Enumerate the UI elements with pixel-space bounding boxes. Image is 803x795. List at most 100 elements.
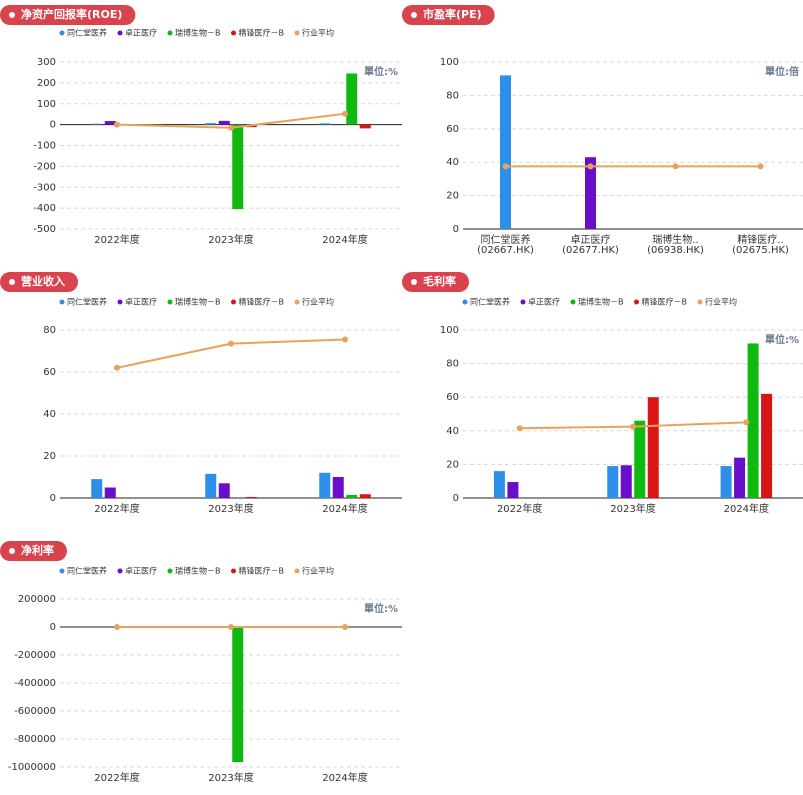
legend-marker [294, 299, 300, 305]
y-tick-label: 60 [446, 124, 459, 135]
legend-label: 瑞博生物－B [175, 566, 221, 576]
legend-marker [634, 299, 639, 305]
bar [359, 494, 371, 498]
x-tick-label: 2024年度 [322, 233, 367, 246]
legend-marker [59, 568, 65, 574]
y-tick-label: 20 [446, 459, 459, 470]
bar [359, 124, 371, 129]
title-pill [402, 5, 495, 25]
bar [91, 479, 103, 498]
x-tick-code: (02675.HK) [732, 245, 789, 256]
y-tick-label: 40 [446, 426, 459, 437]
legend-marker [697, 299, 703, 305]
legend-marker [294, 568, 300, 574]
bar [761, 393, 773, 498]
title-dot [9, 12, 15, 18]
chart-title: 净资产回报率(ROE) [21, 7, 122, 21]
average-point [502, 163, 509, 170]
legend-label: 精锋医疗－B [239, 28, 285, 38]
bar [493, 471, 505, 498]
chart-title: 市盈率(PE) [423, 7, 482, 21]
legend-marker [59, 30, 65, 36]
average-point [228, 340, 234, 347]
unit-label: 單位:% [765, 333, 799, 346]
y-tick-label: 100 [37, 99, 56, 110]
y-tick-label: -400 [33, 203, 56, 214]
y-tick-label: 20 [446, 191, 459, 202]
legend-marker [231, 30, 236, 36]
y-tick-label: 60 [43, 367, 56, 378]
legend-label: 瑞博生物－B [578, 297, 624, 307]
average-point [587, 163, 594, 170]
legend-label: 精锋医疗－B [239, 297, 285, 307]
average-point [342, 624, 348, 630]
legend-marker [231, 299, 236, 305]
title-dot [9, 279, 15, 285]
bar [91, 123, 103, 125]
y-tick-label: -100 [33, 141, 56, 152]
legend-marker [167, 568, 173, 574]
bar [634, 420, 646, 498]
bar [332, 477, 344, 498]
legend-marker [570, 299, 576, 305]
title-dot [411, 279, 417, 285]
y-tick-label: 0 [453, 224, 459, 235]
chart-title: 净利率 [21, 543, 54, 557]
average-point [114, 624, 120, 630]
legend-marker [231, 568, 236, 574]
legend-marker [117, 30, 123, 36]
legend-marker [167, 299, 173, 305]
average-point [672, 163, 679, 170]
legend-label: 精锋医疗－B [642, 297, 688, 307]
x-tick-label: 2024年度 [322, 502, 367, 515]
y-tick-label: -200000 [14, 650, 56, 661]
average-point [228, 624, 234, 630]
y-tick-label: 80 [446, 359, 459, 370]
y-tick-label: 0 [50, 622, 56, 633]
legend-label: 行业平均 [302, 297, 334, 307]
bar [607, 466, 619, 498]
bar [747, 343, 759, 498]
legend-marker [117, 299, 123, 305]
bar [620, 465, 632, 498]
bar [647, 397, 659, 498]
legend-marker [59, 299, 65, 305]
average-point [516, 425, 523, 432]
y-tick-label: -500 [33, 224, 56, 235]
y-tick-label: 100 [440, 325, 459, 336]
title-pill [0, 272, 78, 292]
bar [205, 473, 217, 498]
chart-title: 毛利率 [423, 274, 456, 288]
average-point [342, 110, 348, 117]
bar [232, 627, 244, 763]
x-tick-label: 2022年度 [94, 502, 139, 515]
average-point [743, 419, 750, 426]
y-tick-label: 200 [37, 78, 56, 89]
y-tick-label: 0 [453, 493, 459, 504]
x-tick-code: (06938.HK) [647, 245, 704, 256]
y-tick-label: -400000 [14, 678, 56, 689]
x-tick-label: 2023年度 [208, 771, 253, 784]
x-tick-label: 2023年度 [208, 502, 253, 515]
bar [585, 157, 596, 229]
bar [319, 123, 331, 125]
legend-label: 卓正医疗 [528, 297, 560, 307]
x-tick-label: 2022年度 [94, 771, 139, 784]
legend-marker [294, 30, 300, 36]
x-tick-label: 同仁堂医养 [481, 233, 531, 246]
legend-marker [117, 568, 123, 574]
bar [245, 496, 257, 498]
y-tick-label: 100 [440, 57, 459, 68]
x-tick-label: 2023年度 [610, 502, 655, 515]
average-point [342, 336, 348, 343]
legend-label: 卓正医疗 [125, 28, 157, 38]
legend-marker [462, 299, 468, 305]
average-point [228, 124, 234, 131]
y-tick-label: 0 [50, 120, 56, 131]
y-tick-label: 20 [43, 451, 56, 462]
y-tick-label: -1000000 [8, 762, 56, 773]
legend-label: 行业平均 [705, 297, 737, 307]
title-pill [0, 5, 136, 25]
